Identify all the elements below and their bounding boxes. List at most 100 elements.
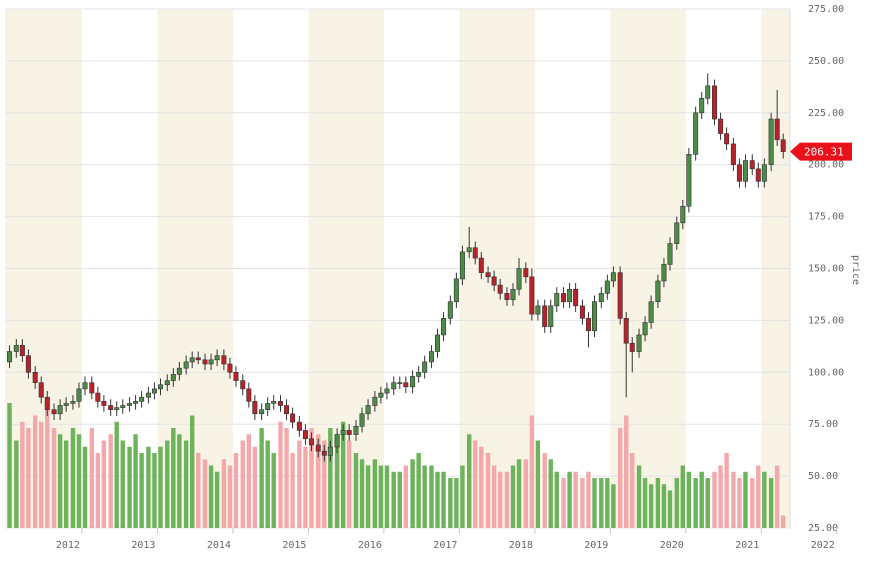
candle-body: [340, 430, 346, 435]
x-tick-label: 2018: [509, 540, 533, 551]
y-tick-label: 200.00: [808, 160, 844, 171]
volume-bar: [7, 403, 12, 528]
candle-body: [435, 334, 441, 352]
candle-body: [202, 359, 208, 365]
candle-body: [422, 361, 428, 373]
candle-body: [76, 388, 82, 402]
volume-bar: [26, 428, 31, 528]
volume-bar: [624, 415, 629, 528]
volume-bar: [14, 440, 19, 528]
candle-body: [233, 371, 239, 381]
volume-bar: [89, 428, 95, 528]
volume-bar: [699, 471, 704, 528]
candle-body: [510, 288, 516, 300]
candle-body: [101, 401, 107, 406]
candle-body: [372, 396, 378, 406]
candle-body: [7, 351, 13, 363]
volume-bar: [63, 440, 69, 528]
volume-bar: [467, 434, 472, 528]
volume-bar: [378, 465, 384, 528]
volume-bar: [768, 478, 774, 528]
volume-bar: [648, 484, 654, 528]
volume-bar: [655, 478, 661, 528]
candle-body: [441, 318, 447, 336]
volume-bar: [252, 446, 258, 528]
volume-bar: [340, 421, 346, 528]
volume-bar: [259, 428, 264, 528]
candle-body: [554, 293, 560, 307]
candle-body: [491, 276, 497, 286]
candle-body: [585, 318, 591, 332]
volume-bar: [712, 471, 717, 528]
candle-body: [308, 438, 314, 446]
volume-bar: [573, 471, 578, 528]
candle-body: [302, 430, 308, 440]
candle-body: [642, 322, 648, 336]
candle-body: [221, 355, 227, 365]
volume-bar: [328, 428, 333, 528]
volume-bar: [448, 478, 453, 528]
candle-body: [516, 268, 522, 290]
candle-body: [535, 305, 541, 315]
x-tick-label: 2020: [660, 540, 684, 551]
x-tick-label: 2022: [811, 540, 835, 551]
volume-bar: [322, 440, 327, 528]
volume-bar: [429, 465, 434, 528]
volume-bar: [636, 465, 642, 528]
candle-body: [592, 301, 598, 332]
candle-body: [755, 168, 761, 182]
volume-bar: [183, 440, 189, 528]
volume-bar: [297, 440, 302, 528]
candle-body: [472, 247, 478, 259]
volume-bar: [372, 459, 378, 528]
volume-bar: [781, 515, 786, 528]
volume-bar: [214, 471, 220, 528]
y-tick-label: 275.00: [808, 4, 844, 15]
candle-body: [604, 280, 610, 294]
candle-body: [655, 280, 661, 303]
volume-bar: [580, 478, 585, 528]
candle-body: [19, 345, 25, 356]
candle-body: [227, 363, 233, 373]
candle-body: [712, 85, 718, 120]
candle-body: [478, 257, 484, 273]
volume-bar: [680, 465, 686, 528]
candle-body: [195, 357, 201, 361]
volume-bar: [756, 465, 761, 528]
candle-body: [718, 118, 724, 134]
volume-bar: [177, 434, 182, 528]
candle-body: [127, 403, 133, 406]
volume-bar: [510, 465, 516, 528]
volume-bar: [731, 471, 736, 528]
candle-body: [529, 276, 535, 315]
candle-body: [416, 371, 422, 377]
x-tick-label: 2013: [131, 540, 155, 551]
volume-bar: [642, 478, 648, 528]
candle-body: [164, 380, 170, 386]
candle-body: [170, 374, 176, 381]
volume-bar: [674, 478, 679, 528]
candle-body: [13, 345, 19, 352]
candle-body: [629, 342, 635, 352]
candle-body: [139, 396, 145, 402]
volume-bar: [171, 428, 176, 528]
candle-body: [567, 288, 573, 303]
candle-body: [265, 403, 271, 410]
candle-body: [497, 284, 503, 294]
volume-bar: [460, 465, 465, 528]
volume-bar: [686, 471, 692, 528]
candle-body: [334, 434, 340, 448]
candle-body: [353, 425, 359, 435]
candle-body: [397, 382, 403, 384]
volume-bar: [189, 415, 195, 528]
candle-body: [636, 334, 642, 352]
volume-bar: [561, 478, 566, 528]
volume-bar: [410, 459, 415, 528]
candle-body: [271, 401, 277, 404]
y-tick-label: 125.00: [808, 315, 844, 326]
volume-bar: [101, 440, 107, 528]
candle-body: [705, 85, 711, 99]
volume-bar: [397, 471, 402, 528]
volume-bar: [57, 434, 63, 528]
candle-body: [252, 401, 258, 415]
